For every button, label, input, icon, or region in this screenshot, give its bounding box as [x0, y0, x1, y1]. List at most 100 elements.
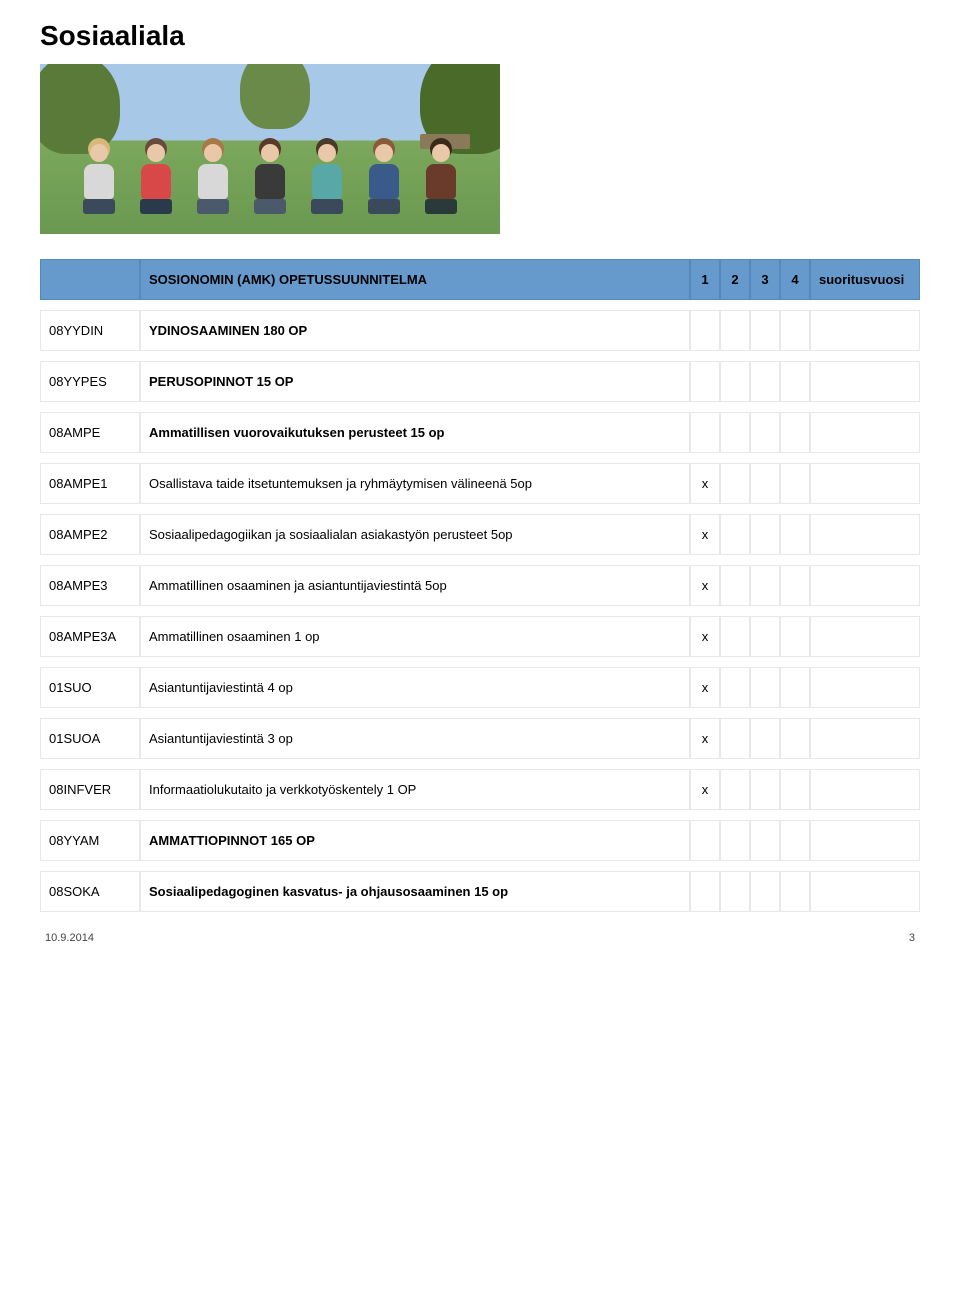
- row-mark: [720, 718, 750, 759]
- row-desc: Sosiaalipedagogiikan ja sosiaalialan asi…: [140, 514, 690, 555]
- row-mark: [780, 667, 810, 708]
- row-mark: [750, 667, 780, 708]
- row-desc: Ammatillisen vuorovaikutuksen perusteet …: [140, 412, 690, 453]
- row-mark: [750, 871, 780, 912]
- row-mark: [720, 871, 750, 912]
- row-mark: [780, 871, 810, 912]
- row-last: [810, 565, 920, 606]
- row-mark: x: [690, 565, 720, 606]
- row-mark: [750, 310, 780, 351]
- row-mark: [750, 463, 780, 504]
- table-row: 01SUOAAsiantuntijaviestintä 3 opx: [40, 718, 920, 759]
- row-mark: [780, 616, 810, 657]
- row-mark: [780, 463, 810, 504]
- row-mark: [720, 310, 750, 351]
- row-code: 08AMPE: [40, 412, 140, 453]
- footer-date: 10.9.2014: [45, 932, 94, 944]
- table-row: 08AMPEAmmatillisen vuorovaikutuksen peru…: [40, 412, 920, 453]
- row-desc: Osallistava taide itsetuntemuksen ja ryh…: [140, 463, 690, 504]
- row-mark: [780, 769, 810, 810]
- row-mark: x: [690, 667, 720, 708]
- hero-person: [421, 144, 461, 214]
- table-row: 01SUOAsiantuntijaviestintä 4 opx: [40, 667, 920, 708]
- row-code: 08YYDIN: [40, 310, 140, 351]
- row-mark: [750, 769, 780, 810]
- table-row: 08AMPE1Osallistava taide itsetuntemuksen…: [40, 463, 920, 504]
- row-mark: x: [690, 769, 720, 810]
- header-col-2: 2: [720, 259, 750, 300]
- row-mark: [780, 361, 810, 402]
- row-mark: [780, 718, 810, 759]
- header-title: SOSIONOMIN (AMK) OPETUSSUUNNITELMA: [140, 259, 690, 300]
- table-header-row: SOSIONOMIN (AMK) OPETUSSUUNNITELMA 1 2 3…: [40, 259, 920, 300]
- row-last: [810, 667, 920, 708]
- row-code: 08AMPE2: [40, 514, 140, 555]
- row-desc: Sosiaalipedagoginen kasvatus- ja ohjauso…: [140, 871, 690, 912]
- row-mark: x: [690, 718, 720, 759]
- table-row: 08YYAMAMMATTIOPINNOT 165 OP: [40, 820, 920, 861]
- row-mark: [720, 820, 750, 861]
- footer-page: 3: [909, 932, 915, 944]
- row-mark: [690, 361, 720, 402]
- header-col-4: 4: [780, 259, 810, 300]
- table-row: 08AMPE3AAmmatillinen osaaminen 1 opx: [40, 616, 920, 657]
- row-last: [810, 820, 920, 861]
- row-code: 08SOKA: [40, 871, 140, 912]
- row-mark: [780, 514, 810, 555]
- row-last: [810, 463, 920, 504]
- row-last: [810, 871, 920, 912]
- row-code: 01SUO: [40, 667, 140, 708]
- row-code: 08AMPE1: [40, 463, 140, 504]
- row-last: [810, 769, 920, 810]
- row-desc: AMMATTIOPINNOT 165 OP: [140, 820, 690, 861]
- row-code: 08AMPE3: [40, 565, 140, 606]
- row-mark: [720, 769, 750, 810]
- row-mark: [720, 667, 750, 708]
- row-mark: [750, 361, 780, 402]
- row-code: 08AMPE3A: [40, 616, 140, 657]
- row-mark: [720, 463, 750, 504]
- row-mark: x: [690, 616, 720, 657]
- row-last: [810, 514, 920, 555]
- page-footer: 10.9.2014 3: [40, 932, 920, 944]
- row-mark: [750, 718, 780, 759]
- row-desc: Asiantuntijaviestintä 3 op: [140, 718, 690, 759]
- row-desc: YDINOSAAMINEN 180 OP: [140, 310, 690, 351]
- row-mark: [750, 514, 780, 555]
- row-last: [810, 310, 920, 351]
- row-mark: [720, 514, 750, 555]
- row-mark: [690, 871, 720, 912]
- header-last: suoritusvuosi: [810, 259, 920, 300]
- row-code: 01SUOA: [40, 718, 140, 759]
- row-desc: Informaatiolukutaito ja verkkotyöskentel…: [140, 769, 690, 810]
- row-desc: PERUSOPINNOT 15 OP: [140, 361, 690, 402]
- row-mark: [690, 820, 720, 861]
- hero-people: [70, 124, 470, 214]
- row-last: [810, 412, 920, 453]
- table-row: 08AMPE2Sosiaalipedagogiikan ja sosiaalia…: [40, 514, 920, 555]
- hero-person: [136, 144, 176, 214]
- row-desc: Ammatillinen osaaminen 1 op: [140, 616, 690, 657]
- hero-person: [250, 144, 290, 214]
- row-mark: [720, 361, 750, 402]
- row-last: [810, 616, 920, 657]
- hero-person: [79, 144, 119, 214]
- header-col-3: 3: [750, 259, 780, 300]
- row-code: 08INFVER: [40, 769, 140, 810]
- table-row: 08SOKASosiaalipedagoginen kasvatus- ja o…: [40, 871, 920, 912]
- row-mark: [720, 565, 750, 606]
- row-desc: Ammatillinen osaaminen ja asiantuntijavi…: [140, 565, 690, 606]
- hero-person: [307, 144, 347, 214]
- row-mark: [750, 565, 780, 606]
- hero-person: [193, 144, 233, 214]
- table-row: 08YYPESPERUSOPINNOT 15 OP: [40, 361, 920, 402]
- row-mark: x: [690, 463, 720, 504]
- row-mark: [750, 412, 780, 453]
- table-row: 08AMPE3Ammatillinen osaaminen ja asiantu…: [40, 565, 920, 606]
- row-mark: [720, 616, 750, 657]
- page-title: Sosiaaliala: [40, 20, 920, 52]
- hero-image: [40, 64, 500, 234]
- row-mark: [780, 412, 810, 453]
- table-row: 08INFVERInformaatiolukutaito ja verkkoty…: [40, 769, 920, 810]
- row-last: [810, 361, 920, 402]
